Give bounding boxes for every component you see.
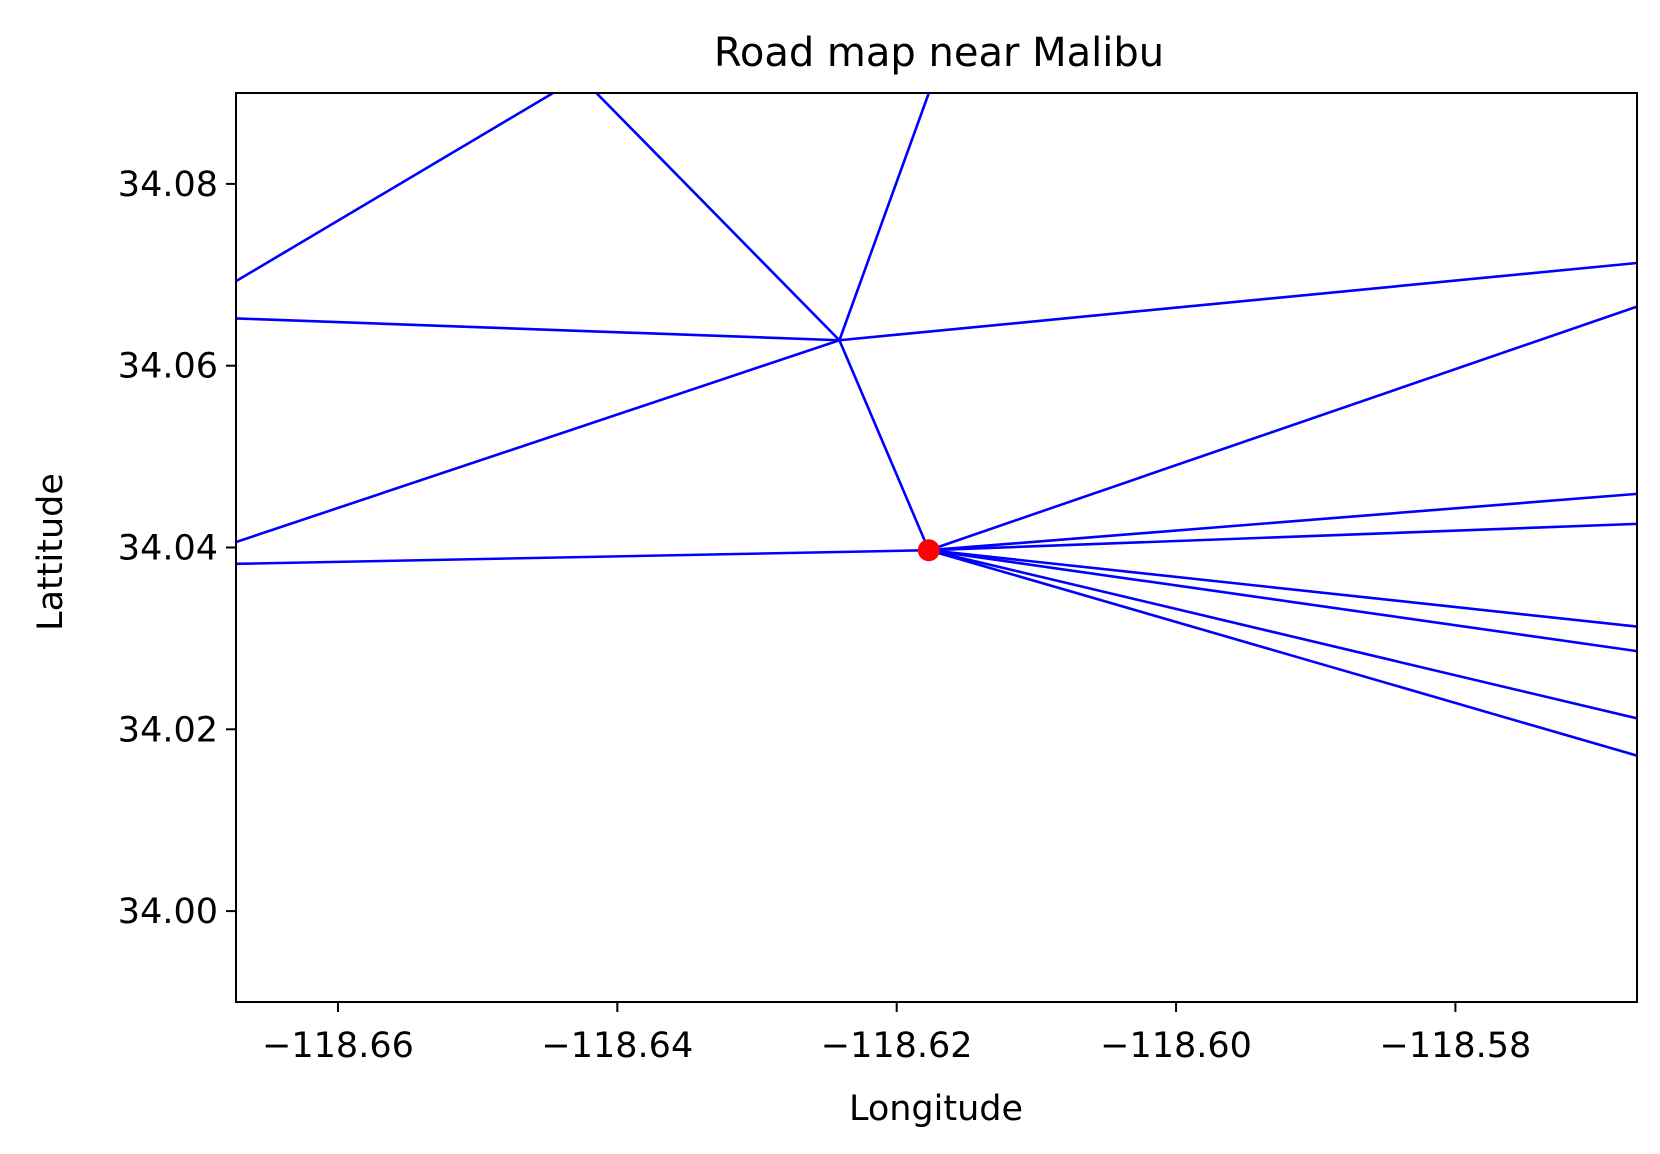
road-segment-2 <box>838 93 931 341</box>
road-segment-6 <box>838 339 931 551</box>
x-tick-label: −118.60 <box>1100 1026 1252 1066</box>
y-tick-label: 34.02 <box>118 710 218 750</box>
road-segment-1 <box>595 93 841 342</box>
x-tick-label: −118.58 <box>1380 1026 1532 1066</box>
x-tick-label: −118.62 <box>821 1026 973 1066</box>
chart-title: Road map near Malibu <box>714 30 1164 76</box>
y-tick-label: 34.06 <box>118 347 218 387</box>
x-tick-label: −118.66 <box>262 1026 414 1066</box>
y-tick-label: 34.00 <box>118 892 218 932</box>
x-axis-ticks: −118.66 −118.64 −118.62 −118.60 −118.58 <box>262 1002 1531 1066</box>
road-segment-3 <box>236 317 840 342</box>
road-segment-0 <box>236 93 554 283</box>
road-segment-8 <box>928 305 1637 552</box>
road-segment-10 <box>928 522 1637 552</box>
x-tick-label: −118.64 <box>541 1026 693 1066</box>
x-axis-label: Longitude <box>849 1089 1023 1129</box>
road-segment-11 <box>928 548 1637 628</box>
location-marker-0 <box>917 539 940 562</box>
road-segment-13 <box>928 548 1637 720</box>
road-segment-14 <box>928 548 1637 757</box>
roads-layer <box>236 93 1637 757</box>
y-axis-ticks: 34.00 34.02 34.04 34.06 34.08 <box>118 165 236 932</box>
road-segment-5 <box>236 339 840 544</box>
y-axis-label: Lattitude <box>31 473 71 631</box>
y-tick-label: 34.08 <box>118 165 218 205</box>
road-segment-9 <box>928 492 1637 552</box>
road-segment-4 <box>839 261 1637 342</box>
y-tick-label: 34.04 <box>118 529 218 569</box>
road-segment-7 <box>236 548 929 566</box>
road-segment-12 <box>928 548 1637 653</box>
points-layer <box>917 539 940 562</box>
